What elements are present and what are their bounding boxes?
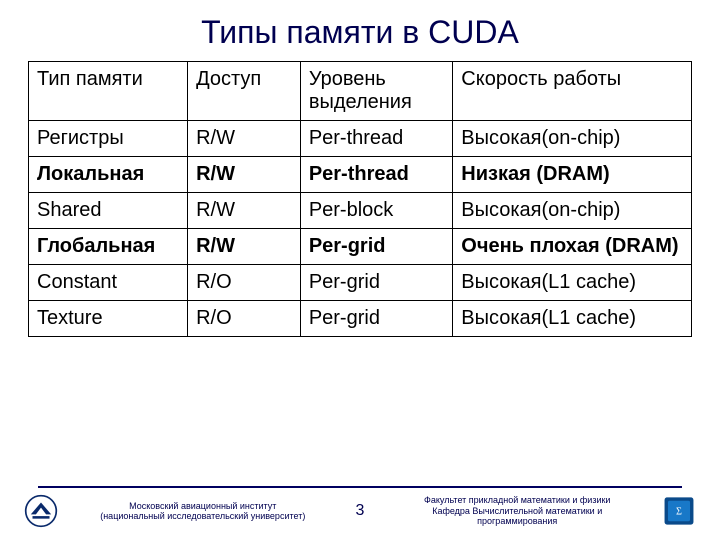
col-header: Доступ [188,62,301,121]
table-cell: Высокая(on-chip) [453,193,692,229]
table-cell: Texture [29,301,188,337]
table-cell: Per-thread [300,121,452,157]
table-row: РегистрыR/WPer-threadВысокая(on-chip) [29,121,692,157]
footer-divider [38,486,682,488]
faculty-logo-icon: Σ [662,494,696,528]
table-row: SharedR/WPer-blockВысокая(on-chip) [29,193,692,229]
footer-right-text: Факультет прикладной математики и физики… [380,495,654,526]
table-cell: Per-block [300,193,452,229]
table-cell: Глобальная [29,229,188,265]
mai-logo-icon [24,494,58,528]
table-cell: Per-grid [300,229,452,265]
table-cell: Высокая(L1 cache) [453,265,692,301]
table-row: ConstantR/OPer-gridВысокая(L1 cache) [29,265,692,301]
table-cell: R/W [188,229,301,265]
table-cell: Высокая(L1 cache) [453,301,692,337]
slide-footer: Московский авиационный институт(национал… [0,486,720,528]
table-cell: R/O [188,265,301,301]
footer-row: Московский авиационный институт(национал… [24,494,696,528]
table-cell: Constant [29,265,188,301]
table-cell: Низкая (DRAM) [453,157,692,193]
table-cell: Очень плохая (DRAM) [453,229,692,265]
table-header-row: Тип памяти Доступ Уровень выделения Скор… [29,62,692,121]
table-cell: Shared [29,193,188,229]
table-cell: Per-grid [300,301,452,337]
col-header: Тип памяти [29,62,188,121]
page-number: 3 [348,502,373,520]
table-cell: R/W [188,157,301,193]
table-row: ЛокальнаяR/WPer-threadНизкая (DRAM) [29,157,692,193]
table-cell: R/W [188,121,301,157]
memory-table: Тип памяти Доступ Уровень выделения Скор… [28,61,692,337]
col-header: Скорость работы [453,62,692,121]
footer-left-text: Московский авиационный институт(национал… [66,501,340,522]
table-row: ГлобальнаяR/WPer-gridОчень плохая (DRAM) [29,229,692,265]
table-cell: Регистры [29,121,188,157]
table-cell: Per-thread [300,157,452,193]
memory-table-container: Тип памяти Доступ Уровень выделения Скор… [0,61,720,337]
table-cell: R/W [188,193,301,229]
slide-title: Типы памяти в CUDA [0,0,720,61]
table-cell: R/O [188,301,301,337]
col-header: Уровень выделения [300,62,452,121]
table-cell: Локальная [29,157,188,193]
svg-text:Σ: Σ [676,506,682,517]
table-body: РегистрыR/WPer-threadВысокая(on-chip)Лок… [29,121,692,337]
table-cell: Per-grid [300,265,452,301]
table-row: TextureR/OPer-gridВысокая(L1 cache) [29,301,692,337]
table-cell: Высокая(on-chip) [453,121,692,157]
